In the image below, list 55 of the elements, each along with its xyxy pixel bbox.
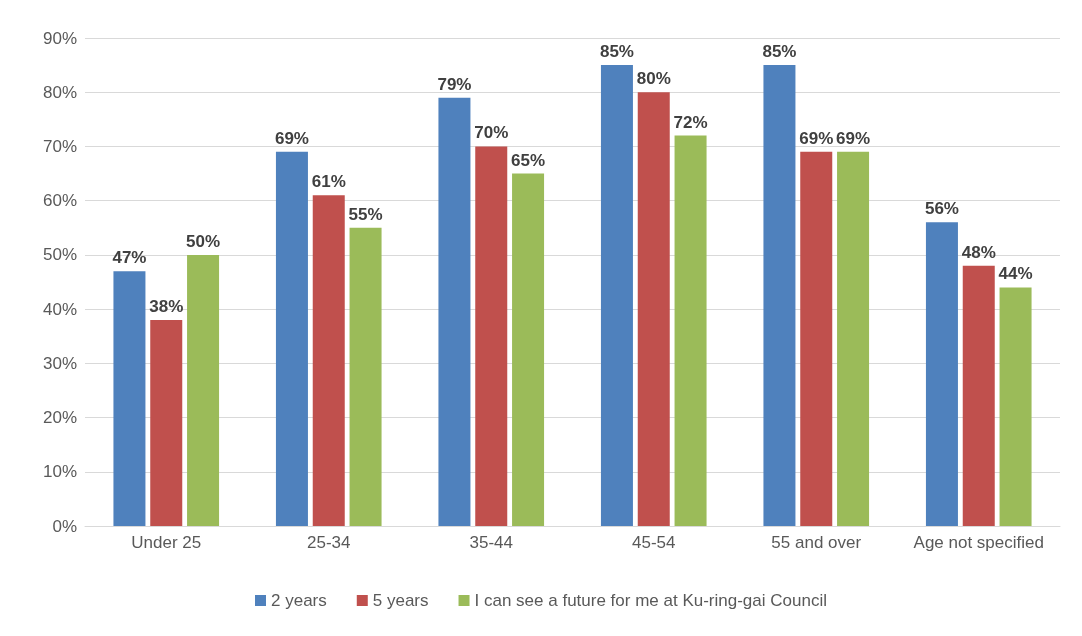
- legend-label: 5 years: [372, 591, 429, 610]
- y-tick-label: 90%: [42, 28, 77, 48]
- data-label: 56%: [924, 199, 959, 219]
- data-label: 38%: [149, 296, 184, 316]
- y-tick-label: 20%: [42, 408, 77, 428]
- data-label: 50%: [186, 231, 221, 251]
- bar: [962, 265, 995, 526]
- bar: [349, 227, 382, 526]
- data-label: 47%: [112, 248, 147, 268]
- y-tick-label: 40%: [42, 299, 77, 319]
- x-tick-label: 25-34: [307, 533, 351, 552]
- legend-label: 2 years: [271, 591, 327, 610]
- bar: [113, 271, 146, 526]
- data-label: 61%: [311, 172, 346, 192]
- bar: [312, 195, 345, 526]
- data-label: 65%: [511, 150, 546, 170]
- bar: [512, 173, 545, 526]
- data-label: 48%: [961, 242, 996, 262]
- data-label: 69%: [274, 128, 309, 148]
- data-label: 55%: [348, 204, 383, 224]
- data-label: 79%: [437, 74, 472, 94]
- data-label: 85%: [762, 42, 797, 62]
- x-tick-label: Under 25: [131, 533, 202, 552]
- y-tick-label: 0%: [52, 516, 77, 536]
- y-tick-label: 50%: [42, 245, 77, 265]
- x-tick-label: 45-54: [632, 533, 676, 552]
- bar: [925, 222, 958, 526]
- bar: [837, 151, 870, 526]
- bar: [438, 97, 471, 526]
- bar: [600, 65, 633, 526]
- x-tick-label: Age not specified: [913, 533, 1044, 552]
- data-label: 44%: [998, 264, 1033, 284]
- bar: [763, 65, 796, 526]
- y-tick-label: 80%: [42, 82, 77, 102]
- data-label: 80%: [636, 69, 671, 89]
- bar: [187, 254, 220, 526]
- x-tick-label: 55 and over: [771, 533, 862, 552]
- data-label: 69%: [836, 128, 871, 148]
- bar: [150, 319, 183, 526]
- x-tick-label: 35-44: [469, 533, 513, 552]
- y-tick-label: 10%: [42, 462, 77, 482]
- bar: [800, 151, 833, 526]
- data-label: 85%: [599, 42, 634, 62]
- bar: [674, 135, 707, 526]
- y-tick-label: 70%: [42, 136, 77, 156]
- bar: [275, 151, 308, 526]
- data-label: 72%: [673, 112, 708, 132]
- bar: [637, 92, 670, 526]
- data-label: 69%: [799, 128, 834, 148]
- legend-label: I can see a future for me at Ku-ring-gai Council: [474, 591, 827, 610]
- y-tick-label: 60%: [42, 191, 77, 211]
- bar: [999, 287, 1032, 526]
- y-tick-label: 30%: [42, 353, 77, 373]
- data-label: 70%: [474, 123, 509, 143]
- bar: [475, 146, 508, 526]
